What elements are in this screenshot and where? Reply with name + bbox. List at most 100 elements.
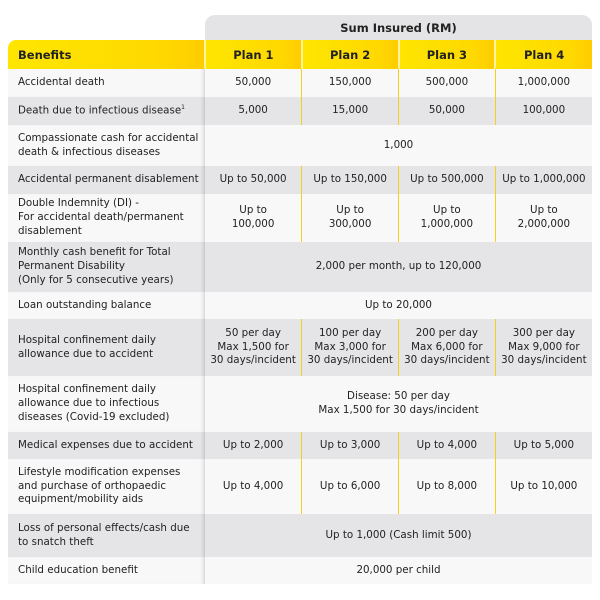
plan-4-value: Up to 1,000,000 (494, 166, 592, 194)
cell-text: Accidental permanent disablement (18, 173, 199, 186)
plan-3-value: 200 per day Max 6,000 for 30 days/incide… (398, 319, 496, 376)
cell-text: 2,000 per month, up to 120,000 (315, 260, 482, 273)
table-row: Compassionate cash for accidental death … (8, 125, 592, 166)
cell-text: Hospital confinement daily allowance due… (18, 383, 170, 423)
plan-4-value: Up to 2,000,000 (494, 194, 592, 242)
cell-text: Up to 150,000 (313, 173, 387, 186)
plan-3-value: Up to 4,000 (398, 432, 496, 459)
table-row: Lifestyle modification expenses and purc… (8, 459, 592, 514)
cell-text: Up to 4,000 (222, 479, 284, 492)
plan-4-header: Plan 4 (494, 40, 592, 69)
plan-3-value: 500,000 (398, 69, 496, 97)
merged-value-cell: 1,000 (205, 125, 592, 166)
cell-text: 1,000,000 (517, 76, 571, 89)
plan-2-value: 150,000 (301, 69, 399, 97)
cell-text: Up to 50,000 (219, 173, 287, 186)
cell-text: Death due to infectious disease (18, 104, 182, 117)
table-row: Accidental permanent disablement Up to 50… (8, 166, 592, 194)
merged-value-cell: Disease: 50 per day Max 1,500 for 30 day… (205, 376, 592, 432)
benefit-name: Accidental permanent disablement (8, 166, 205, 194)
cell-text: 50 per day Max 1,500 for 30 days/inciden… (210, 326, 296, 367)
plan-4-value: 100,000 (494, 97, 592, 125)
plan-4-value: 1,000,000 (494, 69, 592, 97)
table-row: Child education benefit 20,000 per child (8, 557, 592, 584)
table-row: Double Indemnity (DI) - For accidental d… (8, 194, 592, 242)
merged-value-cell: Up to 1,000 (Cash limit 500) (205, 514, 592, 557)
benefit-name: Death due to infectious disease1 (8, 97, 205, 125)
cell-text: Loan outstanding balance (18, 298, 152, 311)
benefit-name: Loan outstanding balance (8, 292, 205, 319)
cell-text: Up to 1,000 (Cash limit 500) (325, 528, 472, 541)
benefit-name: Accidental death (8, 69, 205, 97)
cell-text: Monthly cash benefit for Total Permanent… (18, 246, 174, 286)
cell-text: Up to 6,000 (319, 479, 381, 492)
cell-text: Up to 1,000,000 (420, 204, 474, 230)
plan-1-value: Up to 4,000 (205, 459, 302, 514)
cell-text: 50,000 (428, 104, 465, 117)
cell-text: Disease: 50 per day Max 1,500 for 30 day… (318, 390, 479, 416)
benefits-table: Benefits Plan 1 Plan 2 Plan 3 Plan 4 Acc… (8, 40, 592, 584)
cell-text: 150,000 (328, 76, 372, 89)
table-row: Monthly cash benefit for Total Permanent… (8, 242, 592, 292)
table-row: Hospital confinement daily allowance due… (8, 319, 592, 376)
cell-text: Up to 1,000,000 (502, 173, 586, 186)
plan-1-value: 50,000 (205, 69, 302, 97)
benefit-name: Hospital confinement daily allowance due… (8, 376, 205, 432)
cell-text: Medical expenses due to accident (18, 438, 193, 451)
cell-text: Up to 20,000 (365, 298, 432, 311)
benefit-name: Medical expenses due to accident (8, 432, 205, 459)
sum-insured-header: Sum Insured (RM) (205, 15, 592, 40)
plan-2-value: Up to 3,000 (301, 432, 399, 459)
table-row: Loan outstanding balance Up to 20,000 (8, 292, 592, 319)
cell-text: 50,000 (235, 76, 272, 89)
cell-text: Up to 4,000 (416, 438, 478, 451)
cell-text: 5,000 (238, 104, 268, 117)
cell-text: Up to 5,000 (513, 438, 575, 451)
cell-text: Lifestyle modification expenses and purc… (18, 465, 181, 506)
plan-1-value: 5,000 (205, 97, 302, 125)
cell-text: 1,000 (383, 138, 414, 151)
plan-2-value: Up to 6,000 (301, 459, 399, 514)
plan-3-value: 50,000 (398, 97, 496, 125)
plan-3-value: Up to 8,000 (398, 459, 496, 514)
cell-text: 20,000 per child (356, 563, 441, 576)
cell-text: 300 per day Max 9,000 for 30 days/incide… (501, 326, 587, 367)
cell-text: 100 per day Max 3,000 for 30 days/incide… (307, 326, 393, 367)
merged-value-cell: 20,000 per child (205, 557, 592, 584)
plan-1-value: Up to 2,000 (205, 432, 302, 459)
plan-2-value: 100 per day Max 3,000 for 30 days/incide… (301, 319, 399, 376)
plan-2-value: Up to 300,000 (301, 194, 399, 242)
merged-value-cell: Up to 20,000 (205, 292, 592, 319)
plan-1-value: Up to 50,000 (205, 166, 302, 194)
cell-text: 100,000 (522, 104, 566, 117)
cell-text: Accidental death (18, 76, 105, 89)
cell-text: Up to 300,000 (328, 204, 372, 230)
plan-2-value: 15,000 (301, 97, 399, 125)
cell-text: 15,000 (332, 104, 369, 117)
cell-text: Compassionate cash for accidental death … (18, 131, 199, 158)
benefit-name: Lifestyle modification expenses and purc… (8, 459, 205, 514)
cell-text: Up to 100,000 (231, 204, 275, 230)
table-row: Death due to infectious disease1 5,000 15,… (8, 97, 592, 125)
plan-3-value: Up to 500,000 (398, 166, 496, 194)
merged-value-cell: 2,000 per month, up to 120,000 (205, 242, 592, 292)
table-row: Hospital confinement daily allowance due… (8, 376, 592, 432)
cell-text: Loss of personal effects/cash due to sna… (18, 521, 190, 548)
cell-text: Up to 500,000 (410, 173, 484, 186)
cell-text: Up to 10,000 (510, 479, 578, 492)
table-header-row: Benefits Plan 1 Plan 2 Plan 3 Plan 4 (8, 40, 592, 69)
plan-2-value: Up to 150,000 (301, 166, 399, 194)
benefit-name: Loss of personal effects/cash due to sna… (8, 514, 205, 557)
table-row: Loss of personal effects/cash due to sna… (8, 514, 592, 557)
benefit-name: Double Indemnity (DI) - For accidental d… (8, 194, 205, 242)
cell-text: Up to 8,000 (416, 479, 478, 492)
plan-1-value: 50 per day Max 1,500 for 30 days/inciden… (205, 319, 302, 376)
cell-text: Hospital confinement daily allowance due… (18, 333, 156, 360)
plan-4-value: Up to 5,000 (494, 432, 592, 459)
plan-1-header: Plan 1 (204, 40, 302, 69)
cell-text: Up to 2,000,000 (517, 204, 571, 230)
cell-text: Up to 3,000 (319, 438, 381, 451)
benefit-name: Monthly cash benefit for Total Permanent… (8, 242, 205, 292)
cell-text: Child education benefit (18, 563, 138, 576)
cell-text: 200 per day Max 6,000 for 30 days/incide… (404, 326, 490, 367)
